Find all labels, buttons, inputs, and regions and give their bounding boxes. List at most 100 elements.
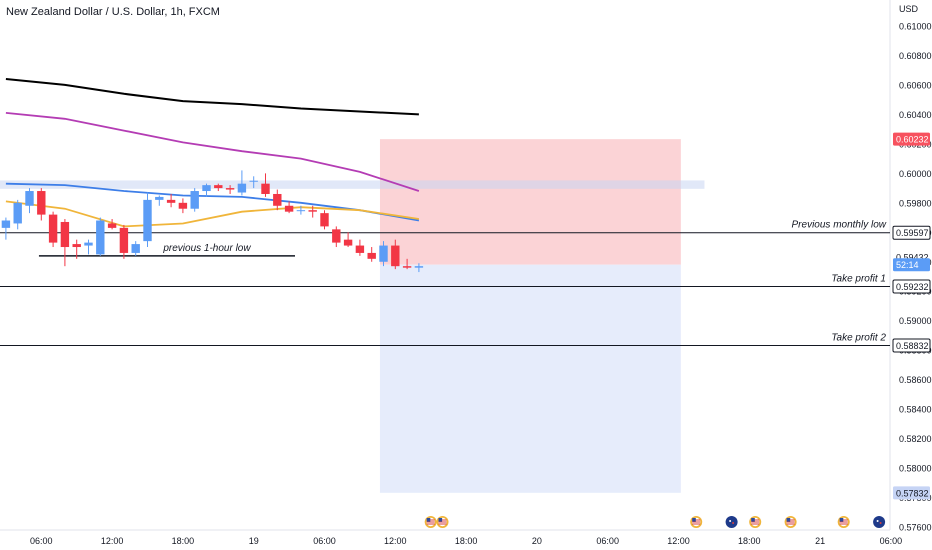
nz-flag-field bbox=[727, 517, 736, 527]
candle-body bbox=[379, 245, 388, 262]
moving-average-ma_slow bbox=[5, 78, 419, 116]
moving-average-ma_mid bbox=[5, 112, 420, 192]
candle-body bbox=[308, 210, 317, 212]
time-tick-label: 06:00 bbox=[880, 536, 903, 546]
price-tag-bg bbox=[893, 486, 930, 500]
candle-body bbox=[355, 245, 365, 253]
price-tick-label: 0.58000 bbox=[899, 464, 932, 474]
level-price-tag-bg bbox=[892, 279, 931, 294]
price-tag: 0.60232 bbox=[896, 135, 929, 145]
moving-average-ma_orange bbox=[5, 200, 420, 228]
us-flag-icon[interactable] bbox=[749, 516, 762, 528]
time-tick-label: 20 bbox=[532, 536, 542, 546]
price-tick-label: 0.60400 bbox=[899, 110, 932, 120]
candle-body bbox=[84, 242, 93, 246]
zone-target_zone bbox=[379, 264, 681, 493]
price-tick-label: 0.58600 bbox=[899, 375, 932, 385]
us-flag-icon[interactable] bbox=[436, 516, 449, 528]
nz-flag-icon[interactable] bbox=[725, 516, 738, 528]
candle-body bbox=[367, 252, 376, 259]
candle-body bbox=[273, 193, 282, 206]
candle-body bbox=[343, 239, 353, 246]
price-tag: 52:14 bbox=[896, 260, 919, 270]
time-tick-label: 18:00 bbox=[455, 536, 478, 546]
price-tick-label: 0.61000 bbox=[899, 22, 932, 32]
candle-body bbox=[96, 220, 105, 255]
price-tick-label: 0.60800 bbox=[899, 51, 932, 61]
candle-body bbox=[284, 205, 294, 212]
time-tick-label: 21 bbox=[815, 536, 825, 546]
level-label: previous 1-hour low bbox=[162, 243, 251, 254]
time-tick-label: 12:00 bbox=[384, 536, 407, 546]
price-tick-label: 0.57600 bbox=[899, 523, 932, 533]
time-tick-label: 12:00 bbox=[101, 536, 124, 546]
zone-stop_zone bbox=[379, 139, 681, 265]
chart-title: New Zealand Dollar / U.S. Dollar, 1h, FX… bbox=[6, 6, 220, 18]
nz-flag-jack bbox=[876, 520, 879, 522]
us-flag-icon[interactable] bbox=[424, 516, 437, 528]
price-tick-label: 0.58200 bbox=[899, 434, 932, 444]
candle-body bbox=[72, 244, 81, 248]
time-tick-label: 06:00 bbox=[596, 536, 619, 546]
level-price-tag: 0.59597 bbox=[896, 228, 929, 238]
candle-body bbox=[143, 199, 152, 242]
us-flag-canton bbox=[839, 518, 844, 522]
price-tick-label: 0.59000 bbox=[899, 316, 932, 326]
time-tick-label: 18:00 bbox=[172, 536, 195, 546]
time-tick-label: 19 bbox=[249, 536, 259, 546]
candle-body bbox=[391, 245, 400, 267]
price-tick-label: 0.60000 bbox=[899, 169, 932, 179]
time-tick-label: 06:00 bbox=[313, 536, 336, 546]
price-tag: 0.59432 bbox=[896, 253, 929, 263]
candle-body bbox=[249, 180, 258, 182]
us-flag-canton bbox=[751, 518, 755, 522]
nz-flag-field bbox=[874, 517, 884, 527]
nz-flag-star bbox=[732, 522, 735, 524]
us-flag-canton bbox=[692, 518, 696, 522]
level-price-tag: 0.58832 bbox=[896, 341, 929, 351]
nz-flag-icon[interactable] bbox=[873, 516, 886, 528]
candle-body bbox=[225, 188, 235, 190]
us-flag-icon[interactable] bbox=[784, 516, 797, 528]
us-flag-icon[interactable] bbox=[690, 516, 703, 528]
candle-body bbox=[131, 244, 140, 253]
price-tag-bg bbox=[893, 258, 930, 272]
time-tick-label: 18:00 bbox=[738, 536, 761, 546]
candle-body bbox=[414, 266, 424, 268]
level-label: Take profit 2 bbox=[831, 332, 886, 343]
candle-body bbox=[402, 266, 412, 268]
candle-body bbox=[37, 191, 46, 215]
candle-body bbox=[178, 202, 188, 209]
us-flag-canton bbox=[786, 518, 791, 522]
candle-body bbox=[155, 196, 164, 200]
candle-body bbox=[119, 227, 129, 253]
zone-supply_band bbox=[0, 180, 705, 189]
candle-body bbox=[107, 223, 117, 228]
candle-body bbox=[25, 191, 34, 206]
us-flag-canton bbox=[438, 518, 443, 522]
price-tick-label: 0.58400 bbox=[899, 405, 932, 415]
level-price-tag-bg bbox=[892, 225, 931, 240]
candle-body bbox=[237, 183, 247, 193]
price-tag: 0.57832 bbox=[896, 488, 929, 498]
candle-body bbox=[332, 229, 341, 243]
level-price-tag: 0.59232 bbox=[896, 282, 929, 292]
price-tick-label: 0.60600 bbox=[899, 80, 932, 90]
nz-flag-jack bbox=[729, 520, 732, 522]
price-scale-currency: USD bbox=[899, 4, 919, 14]
us-flag-icon[interactable] bbox=[837, 516, 850, 528]
candle-body bbox=[1, 220, 11, 228]
candle-body bbox=[296, 210, 306, 212]
candle-body bbox=[320, 213, 329, 227]
candle-body bbox=[48, 214, 58, 243]
candle-body bbox=[13, 202, 22, 224]
candle-body bbox=[60, 221, 70, 248]
candle-body bbox=[166, 199, 176, 203]
time-tick-label: 06:00 bbox=[30, 536, 53, 546]
time-tick-label: 12:00 bbox=[667, 536, 690, 546]
candle-body bbox=[190, 191, 199, 209]
us-flag-canton bbox=[426, 518, 431, 522]
price-tick-label: 0.59800 bbox=[899, 198, 932, 208]
candle-body bbox=[202, 185, 211, 192]
